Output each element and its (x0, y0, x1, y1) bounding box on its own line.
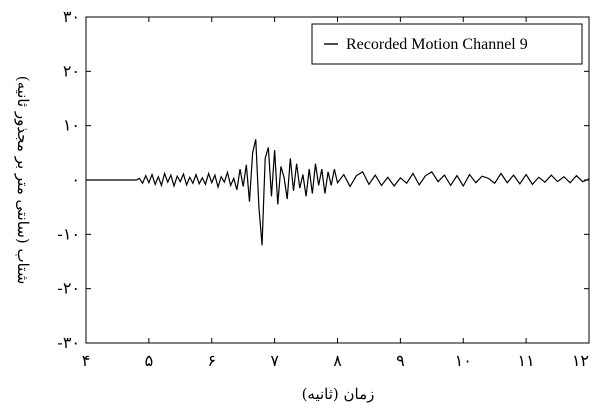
y-tick-label: ۰ (71, 170, 80, 189)
x-tick-label: ۸ (333, 351, 342, 370)
x-tick-group: ۴ ۵ ۶ ۷ ۸ ۹ ۱۰ ۱۱ ۱۲ (82, 17, 590, 370)
y-tick-label: -۲۰ (57, 279, 80, 298)
y-tick-label: -۳۰ (57, 333, 80, 352)
legend-label: Recorded Motion Channel 9 (346, 36, 528, 53)
x-tick-label: ۶ (207, 351, 216, 370)
x-tick-label: ۵ (145, 351, 154, 370)
x-axis-label: زمان (ثانیه) (302, 385, 375, 403)
plot-frame (85, 16, 590, 344)
x-tick-label: ۱۰ (455, 351, 472, 370)
y-axis-label: شتاب (سانتی متر بر مجذور ثانیه) (14, 76, 32, 285)
legend: Recorded Motion Channel 9 (311, 23, 583, 65)
x-tick-label: ۹ (396, 351, 405, 370)
series-line (86, 139, 590, 246)
x-tick-label: ۱۱ (518, 351, 535, 370)
y-tick-label: ۱۰ (63, 116, 80, 135)
x-tick-label: ۴ (82, 351, 91, 370)
y-tick-label: ۲۰ (63, 61, 80, 80)
x-tick-label: ۷ (270, 351, 279, 370)
legend-box (311, 23, 583, 65)
y-tick-label: -۱۰ (57, 224, 80, 243)
x-tick-label: ۱۲ (572, 351, 589, 370)
y-tick-label: ۳۰ (63, 7, 80, 26)
